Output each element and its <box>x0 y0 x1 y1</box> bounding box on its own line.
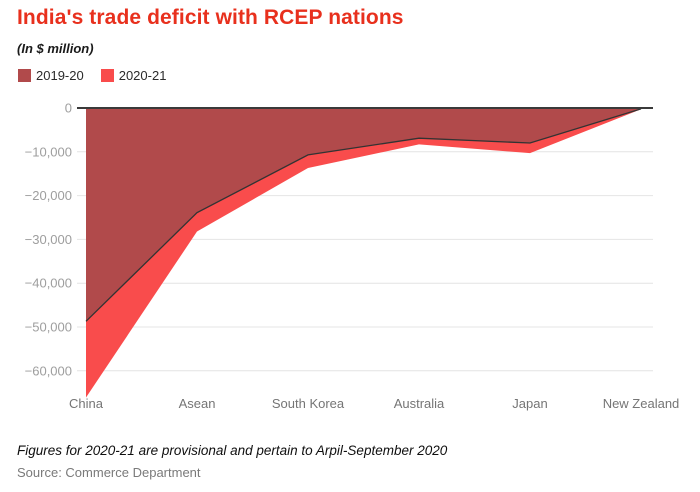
x-category-label: New Zealand <box>603 396 680 411</box>
x-category-label: South Korea <box>272 396 345 411</box>
y-tick-label: −50,000 <box>25 320 72 335</box>
area-2019-20 <box>86 108 641 322</box>
x-category-label: Australia <box>394 396 445 411</box>
y-tick-label: 0 <box>65 101 72 116</box>
y-tick-label: −10,000 <box>25 144 72 159</box>
stacked-area-chart: 0 −10,000 −20,000 −30,000 −40,000 −50,000 −60,… <box>25 101 680 412</box>
source-attribution: Source: Commerce Department <box>17 465 201 480</box>
y-tick-label: −60,000 <box>25 363 72 378</box>
legend-label-2019-20: 2019-20 <box>36 68 84 83</box>
y-tick-label: −40,000 <box>25 276 72 291</box>
legend-label-2020-21: 2020-21 <box>118 68 167 83</box>
x-axis-labels: China Asean South Korea Australia Japan New Z… <box>69 396 679 411</box>
legend-item-2019-20: 2019-20 <box>18 68 84 83</box>
x-category-label: Japan <box>512 396 547 411</box>
line-2019-20 <box>85 108 642 322</box>
legend-swatch-2019-20-icon <box>18 69 31 82</box>
x-category-label: China <box>69 396 104 411</box>
chart-title: India's trade deficit with RCEP nations <box>17 6 404 29</box>
y-tick-label: −30,000 <box>25 232 72 247</box>
chart-subtitle: (In $ million) <box>17 41 94 56</box>
y-tick-label: −20,000 <box>25 188 72 203</box>
legend-swatch-2020-21-icon <box>100 69 114 82</box>
x-category-label: Asean <box>179 396 216 411</box>
y-axis-labels: 0 −10,000 −20,000 −30,000 −40,000 −50,000 −60,… <box>25 101 72 379</box>
legend-item-2020-21: 2020-21 <box>100 68 167 83</box>
chart-legend: 2019-20 2020-21 <box>18 68 166 83</box>
footnote: Figures for 2020-21 are provisional and … <box>17 443 448 458</box>
